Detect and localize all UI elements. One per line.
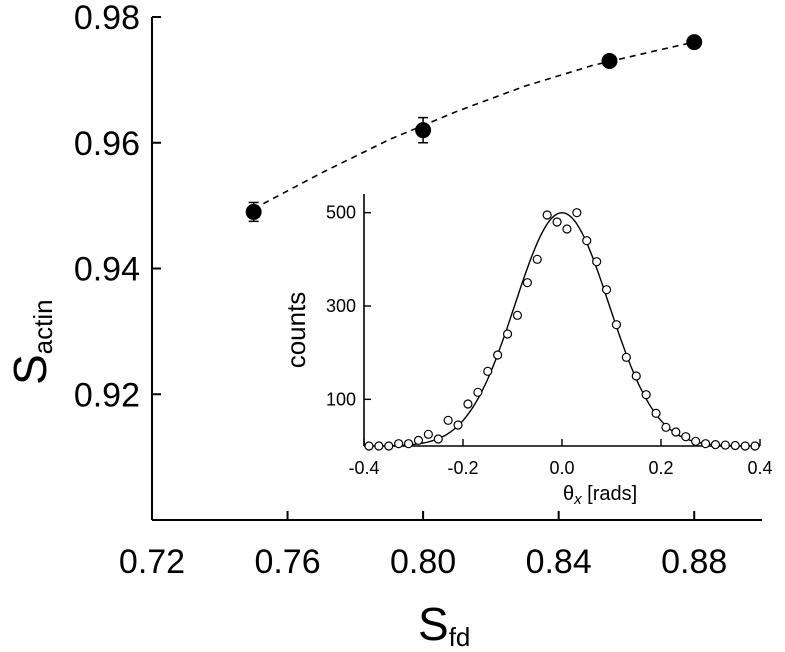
inset-data-point (710, 440, 721, 450)
main-y-tick-label: 0.98 (74, 0, 140, 37)
inset-data-point (611, 320, 622, 330)
inset-data-point (700, 439, 711, 449)
inset-data-point (433, 434, 443, 444)
inset-data-point (661, 422, 671, 432)
inset-data-point (681, 432, 691, 442)
inset-data-point (413, 435, 424, 445)
inset-data-point (691, 436, 701, 446)
main-y-tick-label: 0.94 (74, 251, 140, 289)
main-y-axis-title-main: S (4, 354, 56, 385)
inset-data-point (671, 427, 681, 437)
inset-data-point (582, 236, 592, 246)
inset-x-ticks: -0.4 -0.2 0.0 0.2 0.4 (348, 439, 773, 478)
inset-data-point (651, 408, 661, 418)
inset-background (364, 194, 760, 446)
inset-y-tick-label: 100 (326, 389, 356, 409)
main-y-tick-label: 0.96 (74, 125, 140, 163)
inset-data-point (502, 329, 513, 339)
inset-x-tick-label: 0.0 (549, 458, 574, 478)
inset-data-point (512, 310, 523, 320)
inset-data-point (532, 254, 542, 264)
main-x-axis-title-main: S (418, 598, 449, 650)
main-data-points (245, 34, 703, 223)
main-x-axis-title-sub: fd (449, 622, 471, 652)
main-chart: 0.72 0.76 0.80 0.84 0.88 0.92 0.94 0.96 0.98 Sf… (4, 0, 762, 652)
main-x-axis-title: Sfd (418, 598, 470, 652)
inset-data-point (621, 352, 631, 362)
main-y-ticks: 0.92 0.94 0.96 0.98 (74, 0, 161, 414)
inset-data-point (740, 441, 750, 451)
main-y-axis-title: Sactin (4, 299, 58, 385)
inset-data-point (364, 441, 374, 451)
main-y-axis-title-sub: actin (28, 299, 58, 354)
inset-x-axis-title-sub: x (573, 491, 582, 508)
inset-data-point (463, 399, 473, 409)
inset-x-axis-title-main: θ (563, 483, 574, 505)
inset-x-tick-label: 0.4 (747, 458, 772, 478)
inset-data-point (522, 278, 532, 288)
inset-y-axis-title: counts (281, 292, 311, 369)
main-x-tick-label: 0.76 (254, 543, 320, 581)
inset-data-point (631, 371, 641, 381)
inset-data-point (641, 390, 651, 400)
inset-data-point (601, 285, 612, 295)
inset-x-axis-title-suffix: [rads] (582, 483, 638, 505)
inset-data-point (374, 441, 384, 451)
main-x-tick-label: 0.84 (526, 543, 592, 581)
main-x-tick-label: 0.80 (390, 543, 456, 581)
main-data-point (245, 203, 262, 220)
inset-data-point (750, 441, 760, 451)
main-x-tick-label: 0.88 (661, 543, 727, 581)
main-x-ticks: 0.72 0.76 0.80 0.84 0.88 (119, 511, 727, 581)
inset-data-point (423, 429, 433, 439)
inset-x-tick-label: 0.2 (648, 458, 673, 478)
inset-data-point (592, 257, 602, 267)
main-fit-line-group (253, 41, 695, 210)
main-data-point (415, 122, 432, 139)
inset-y-tick-label: 300 (326, 296, 356, 316)
inset-data-point (572, 208, 582, 218)
inset-data-point (552, 217, 562, 227)
inset-data-point (562, 224, 572, 234)
inset-data-point (394, 439, 404, 449)
inset-data-point (453, 420, 463, 430)
inset-data-point (473, 387, 483, 397)
inset-data-point (384, 441, 394, 451)
inset-data-point (730, 440, 740, 451)
inset-data-point (483, 366, 493, 376)
inset-data-point (493, 350, 503, 360)
inset-x-tick-label: -0.2 (447, 458, 478, 478)
main-y-tick-label: 0.92 (74, 376, 140, 414)
inset-x-tick-label: -0.4 (348, 458, 379, 478)
main-fit-line (253, 41, 695, 210)
main-x-tick-label: 0.72 (119, 543, 185, 581)
inset-data-point (443, 415, 453, 425)
inset-data-point (720, 440, 730, 450)
inset-data-point (542, 210, 552, 220)
inset-data-points (364, 208, 760, 451)
inset-x-axis-title: θx [rads] (563, 483, 637, 508)
main-data-point (601, 53, 618, 70)
inset-chart: -0.4 -0.2 0.0 0.2 0.4 100 300 500 counts θx [r… (281, 194, 773, 508)
inset-data-point (403, 439, 414, 449)
inset-y-tick-label: 500 (326, 203, 356, 223)
main-data-point (686, 34, 703, 51)
inset-y-ticks: 100 300 500 (326, 203, 371, 409)
